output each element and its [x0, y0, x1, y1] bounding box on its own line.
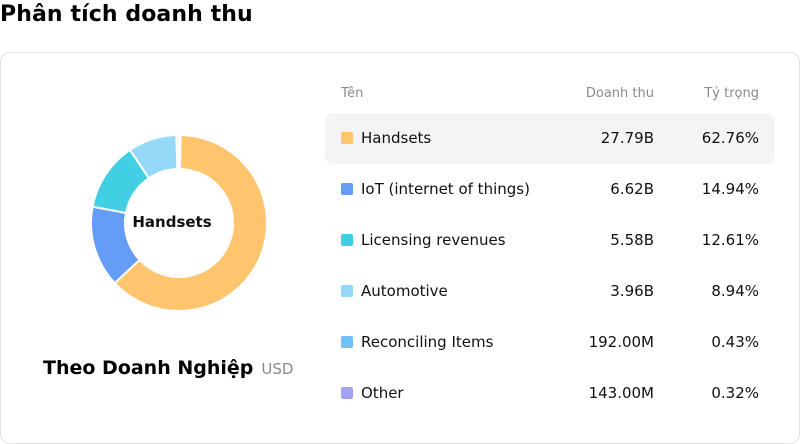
segment-share: 12.61%: [701, 231, 759, 249]
legend-swatch: [341, 336, 353, 348]
table-row[interactable]: Other 143.00M 0.32%: [325, 368, 775, 419]
segment-share: 0.32%: [711, 384, 759, 402]
segment-table: Handsets 27.79B 62.76% IoT (internet of …: [325, 113, 775, 419]
segment-share: 62.76%: [701, 129, 759, 147]
legend-swatch: [341, 285, 353, 297]
legend-swatch: [341, 387, 353, 399]
segment-name: IoT (internet of things): [361, 180, 530, 198]
segment-name: Other: [361, 384, 404, 402]
table-row[interactable]: IoT (internet of things) 6.62B 14.94%: [325, 164, 775, 215]
segment-revenue: 6.62B: [610, 180, 654, 198]
donut-caption: Theo Doanh Nghiệp USD: [43, 357, 293, 379]
column-header-revenue: Doanh thu: [585, 86, 654, 101]
donut-slice[interactable]: [177, 133, 182, 171]
segment-revenue: 143.00M: [588, 384, 654, 402]
table-row[interactable]: Automotive 3.96B 8.94%: [325, 266, 775, 317]
segment-revenue: 3.96B: [610, 282, 654, 300]
legend-swatch: [341, 132, 353, 144]
currency-unit: USD: [261, 360, 294, 378]
table-row[interactable]: Licensing revenues 5.58B 12.61%: [325, 215, 775, 266]
segment-revenue: 27.79B: [600, 129, 654, 147]
segment-share: 0.43%: [711, 333, 759, 351]
table-row[interactable]: Handsets 27.79B 62.76%: [325, 113, 775, 164]
table-row[interactable]: Reconciling Items 192.00M 0.43%: [325, 317, 775, 368]
segment-name: Automotive: [361, 282, 448, 300]
donut-caption-title: Theo Doanh Nghiệp: [43, 357, 254, 379]
segment-name: Licensing revenues: [361, 231, 506, 249]
table-header: Tên Doanh thu Tỷ trọng: [325, 86, 775, 106]
segment-share: 14.94%: [701, 180, 759, 198]
segment-name: Handsets: [361, 129, 432, 147]
segment-revenue: 5.58B: [610, 231, 654, 249]
segment-share: 8.94%: [711, 282, 759, 300]
donut-center-label: Handsets: [132, 213, 212, 231]
column-header-name: Tên: [341, 86, 364, 101]
segment-name: Reconciling Items: [361, 333, 494, 351]
segment-revenue: 192.00M: [588, 333, 654, 351]
legend-swatch: [341, 183, 353, 195]
page-title: Phân tích doanh thu: [0, 2, 253, 27]
donut-slice[interactable]: [113, 133, 268, 312]
column-header-share: Tỷ trọng: [704, 86, 759, 101]
legend-swatch: [341, 234, 353, 246]
